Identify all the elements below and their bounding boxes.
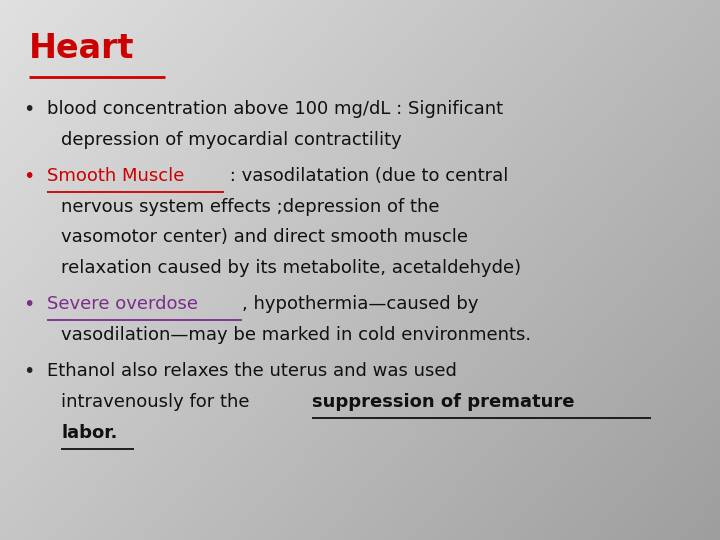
Text: intravenously for the: intravenously for the bbox=[61, 393, 256, 411]
Text: Ethanol also relaxes the uterus and was used: Ethanol also relaxes the uterus and was … bbox=[47, 362, 456, 380]
Text: labor.: labor. bbox=[61, 424, 117, 442]
Text: : vasodilatation (due to central: : vasodilatation (due to central bbox=[224, 167, 508, 185]
Text: relaxation caused by its metabolite, acetaldehyde): relaxation caused by its metabolite, ace… bbox=[61, 259, 521, 277]
Text: , hypothermia—caused by: , hypothermia—caused by bbox=[242, 295, 478, 313]
Text: Severe overdose: Severe overdose bbox=[47, 295, 198, 313]
Text: nervous system effects ;depression of the: nervous system effects ;depression of th… bbox=[61, 198, 440, 215]
Text: Smooth Muscle: Smooth Muscle bbox=[47, 167, 184, 185]
Text: vasodilation—may be marked in cold environments.: vasodilation—may be marked in cold envir… bbox=[61, 326, 531, 344]
Text: vasomotor center) and direct smooth muscle: vasomotor center) and direct smooth musc… bbox=[61, 228, 468, 246]
Text: •: • bbox=[23, 167, 35, 186]
Text: •: • bbox=[23, 362, 35, 381]
Text: depression of myocardial contractility: depression of myocardial contractility bbox=[61, 131, 402, 149]
Text: Heart: Heart bbox=[29, 32, 135, 65]
Text: •: • bbox=[23, 100, 35, 119]
Text: suppression of premature: suppression of premature bbox=[312, 393, 575, 411]
Text: •: • bbox=[23, 295, 35, 314]
Text: blood concentration above 100 mg/dL : Significant: blood concentration above 100 mg/dL : Si… bbox=[47, 100, 503, 118]
